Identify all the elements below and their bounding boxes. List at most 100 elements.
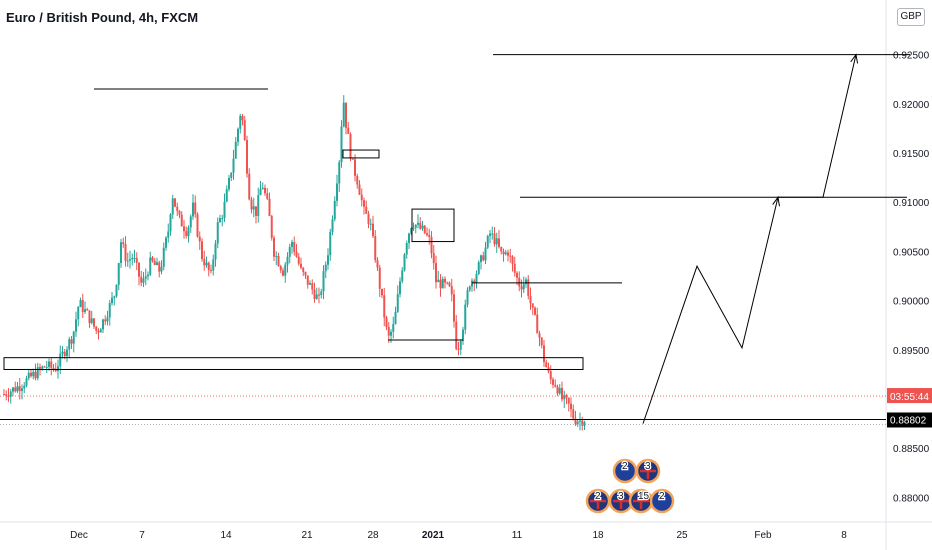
- rectangle-zone[interactable]: [3, 357, 584, 370]
- current-price-badge: [887, 412, 932, 428]
- candle-body: [192, 202, 194, 217]
- candle-body: [570, 403, 572, 410]
- candle-body: [462, 329, 464, 342]
- candle-body: [475, 273, 478, 283]
- candle-body: [104, 319, 107, 322]
- arrow-head-icon: [850, 53, 859, 64]
- y-tick-label: 0.89500: [893, 346, 930, 357]
- candle-body: [556, 386, 559, 394]
- candle-body: [516, 272, 518, 278]
- candle-body: [327, 255, 329, 265]
- candle-body: [255, 206, 257, 216]
- candle-body: [72, 331, 75, 344]
- candle-body: [239, 115, 242, 129]
- y-tick-label: 0.88500: [893, 444, 930, 455]
- candle-body: [531, 303, 534, 308]
- candle-body: [315, 294, 318, 299]
- rectangle-zone[interactable]: [411, 208, 455, 243]
- candle-body: [201, 241, 203, 259]
- candle-body: [221, 218, 224, 220]
- candle-body: [59, 353, 62, 367]
- candle-body: [279, 266, 282, 271]
- x-tick-label: 2021: [422, 530, 445, 541]
- candle-body: [286, 256, 289, 265]
- candle-body: [45, 366, 48, 368]
- candle-body: [5, 394, 8, 396]
- eu-flag-icon[interactable]: 2: [649, 488, 675, 514]
- candle-body: [369, 223, 372, 225]
- candle-body: [360, 194, 363, 201]
- candle-body: [504, 252, 507, 255]
- candle-body: [14, 387, 17, 392]
- candle-body: [12, 387, 14, 392]
- candle-body: [268, 198, 271, 217]
- candle-body: [558, 388, 561, 394]
- candle-body: [412, 227, 415, 229]
- candle-body: [144, 276, 147, 279]
- candle-body: [153, 260, 156, 266]
- y-tick-label: 0.92500: [893, 51, 930, 62]
- candle-body: [318, 294, 320, 296]
- candle-body: [81, 300, 84, 312]
- candle-body: [228, 177, 230, 190]
- candle-body: [354, 159, 356, 176]
- eu-flag-icon[interactable]: 2: [612, 458, 638, 484]
- uk-flag-icon[interactable]: 3: [608, 488, 634, 514]
- candle-body: [214, 243, 217, 260]
- candle-body: [52, 367, 55, 370]
- candle-body: [129, 259, 131, 261]
- candle-body: [16, 386, 19, 392]
- candle-body: [527, 279, 530, 296]
- candle-body: [579, 420, 581, 422]
- candle-body: [48, 361, 50, 367]
- candle-body: [252, 206, 255, 210]
- candle-body: [545, 362, 548, 368]
- candle-body: [23, 385, 26, 389]
- candle-body: [540, 337, 543, 346]
- event-count-label: 3: [618, 491, 624, 502]
- candle-body: [486, 236, 489, 248]
- candle-body: [210, 270, 212, 272]
- candle-body: [338, 162, 341, 184]
- candle-body: [306, 275, 309, 285]
- currency-badge[interactable]: GBP: [897, 8, 925, 26]
- candle-body: [313, 289, 316, 299]
- candle-body: [174, 198, 176, 207]
- candle-body: [543, 345, 545, 363]
- candle-body: [581, 420, 584, 426]
- candle-body: [441, 278, 444, 289]
- candle-body: [138, 262, 140, 277]
- candle-body: [207, 262, 210, 271]
- uk-flag-icon[interactable]: 2: [585, 488, 611, 514]
- candle-body: [405, 243, 408, 255]
- candle-body: [390, 331, 392, 336]
- uk-flag-icon[interactable]: 3: [635, 458, 661, 484]
- candle-body: [41, 366, 44, 369]
- candle-body: [482, 255, 485, 261]
- candle-body: [288, 246, 291, 257]
- candle-body: [43, 366, 46, 368]
- candle-body: [513, 263, 516, 273]
- candle-body: [381, 288, 383, 296]
- candle-body: [311, 283, 314, 290]
- candle-body: [529, 295, 532, 304]
- candle-body: [167, 231, 170, 238]
- uk-flag-icon[interactable]: 15: [628, 488, 654, 514]
- candle-body: [468, 286, 471, 291]
- projection-path[interactable]: [642, 54, 857, 424]
- candle-body: [320, 291, 323, 296]
- candle-body: [396, 294, 399, 312]
- candle-body: [3, 394, 5, 396]
- candle-body: [61, 351, 64, 354]
- candle-body: [372, 223, 374, 237]
- candle-body: [9, 391, 12, 397]
- candle-body: [183, 226, 185, 232]
- candle-body: [374, 236, 377, 261]
- candle-body: [336, 183, 338, 201]
- candle-body: [500, 246, 503, 252]
- rectangle-zone[interactable]: [342, 149, 380, 159]
- candle-body: [392, 324, 395, 332]
- candle-body: [493, 233, 496, 245]
